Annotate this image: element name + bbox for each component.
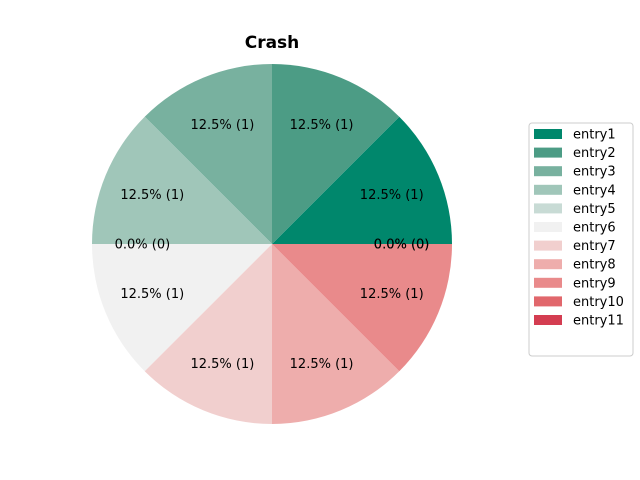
pie-slice-entry3 xyxy=(144,64,272,244)
legend-swatch-entry5 xyxy=(534,203,562,214)
pie-slice-entry9 xyxy=(272,244,452,372)
legend-swatch-entry4 xyxy=(534,184,562,195)
legend-label-entry9: entry9 xyxy=(573,276,616,291)
pie-slice-entry4 xyxy=(92,116,272,244)
pie-slice-entry7 xyxy=(144,244,272,424)
pie-slice-entry1 xyxy=(272,116,452,244)
legend-label-entry5: entry5 xyxy=(573,202,616,217)
pie-slice-entry2 xyxy=(272,64,400,244)
legend-label-entry4: entry4 xyxy=(573,183,616,198)
slice-label-entry2: 12.5% (1) xyxy=(290,118,354,133)
legend-label-entry1: entry1 xyxy=(573,128,616,143)
slice-label-entry8: 12.5% (1) xyxy=(290,357,354,372)
legend-swatch-entry11 xyxy=(534,315,562,325)
legend-label-entry11: entry11 xyxy=(573,314,624,329)
legend-label-entry10: entry10 xyxy=(573,295,624,310)
slice-label-entry1: 12.5% (1) xyxy=(360,188,424,203)
legend-swatch-entry7 xyxy=(534,240,562,251)
legend-swatch-entry6 xyxy=(534,222,562,232)
legend-swatch-entry9 xyxy=(534,277,562,288)
slice-label-entry6: 12.5% (1) xyxy=(120,287,184,302)
slice-label-entry7: 12.5% (1) xyxy=(190,357,254,372)
slice-label-entry11: 0.0% (0) xyxy=(374,238,430,253)
legend-label-entry8: entry8 xyxy=(573,258,616,273)
slice-label-entry9: 12.5% (1) xyxy=(360,287,424,302)
legend-swatch-entry8 xyxy=(534,259,562,270)
legend-label-entry3: entry3 xyxy=(573,165,616,180)
legend-label-entry6: entry6 xyxy=(573,221,616,236)
slice-label-entry5: 0.0% (0) xyxy=(115,238,171,253)
slice-label-entry10: 0.0% (0) xyxy=(374,238,430,253)
slice-label-entry4: 12.5% (1) xyxy=(120,188,184,203)
pie-slices xyxy=(92,64,452,424)
legend-swatch-entry1 xyxy=(534,129,562,139)
legend-label-entry2: entry2 xyxy=(573,146,616,161)
legend-label-entry7: entry7 xyxy=(573,239,616,254)
legend: entry1 entry2 entry3 entry4 entry5 entry6 entr… xyxy=(528,122,634,357)
pie-slice-entry6 xyxy=(92,244,272,372)
pie-slice-entry8 xyxy=(272,244,400,424)
pie-labels: 12.5% (1) 12.5% (1) 12.5% (1) 12.5% (1) 0.0%… xyxy=(115,118,430,372)
legend-swatch-entry3 xyxy=(534,166,562,177)
slice-label-entry3: 12.5% (1) xyxy=(190,118,254,133)
chart-title: Crash xyxy=(245,33,300,53)
legend-swatch-entry10 xyxy=(534,296,562,307)
legend-swatch-entry2 xyxy=(534,147,562,158)
